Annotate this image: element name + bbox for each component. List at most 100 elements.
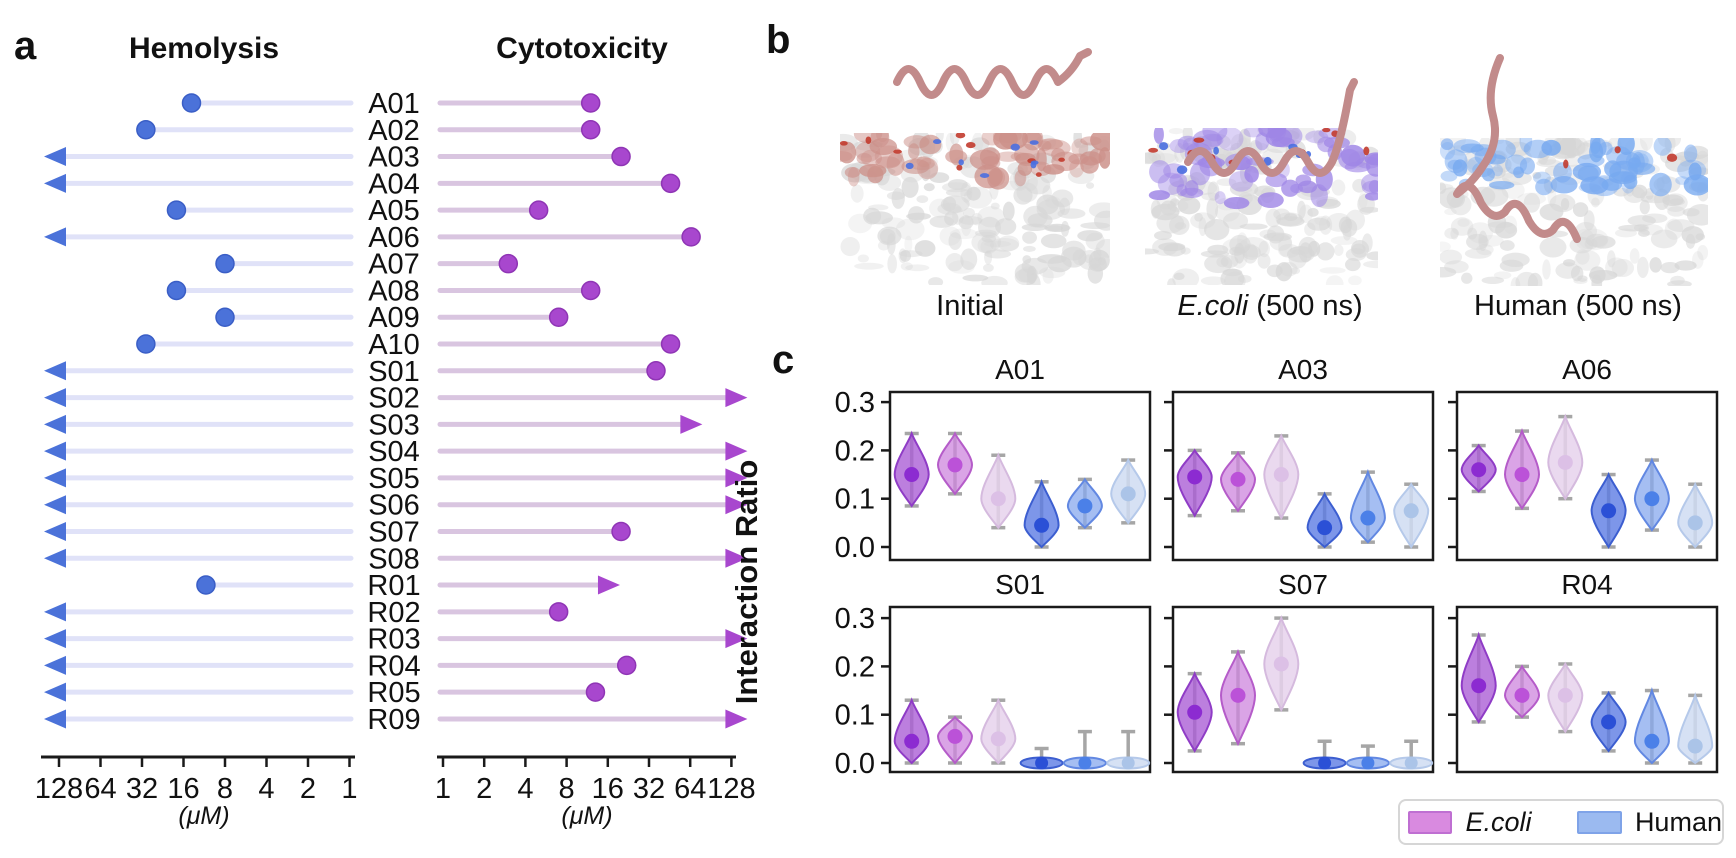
violin-median-dot: [1230, 687, 1246, 703]
tick-label: 32: [126, 773, 158, 805]
hemolysis-marker: [166, 200, 187, 220]
peptide-label: A05: [368, 195, 420, 227]
violin-median-dot: [1360, 510, 1376, 526]
violin-median-dot: [947, 728, 963, 744]
tick-label: 8: [217, 773, 233, 805]
violin-median-dot: [1187, 469, 1203, 485]
caption-text: (500 ns): [1248, 290, 1363, 322]
cytotoxicity-marker: [681, 227, 701, 247]
subplot-title: A01: [995, 354, 1045, 385]
hemolysis-marker: [215, 253, 235, 274]
violin-median-dot: [904, 467, 920, 483]
violin-median-dot: [1471, 462, 1487, 478]
cytotoxicity-censored-arrow: [725, 709, 748, 729]
legend-human-label: Human: [1634, 806, 1722, 837]
subplot-frame: [1171, 605, 1435, 774]
peptide-label: R09: [367, 704, 420, 736]
hemolysis-censored-arrow: [44, 655, 66, 675]
hemolysis-censored-arrow: [44, 521, 66, 541]
tick-label: 2: [476, 773, 492, 805]
ytick-label: 0.0: [835, 532, 875, 564]
peptide-label: S01: [368, 356, 420, 388]
violin-median-dot: [1403, 503, 1419, 519]
peptide-label: R03: [367, 624, 420, 656]
peptide-ribbon: [1453, 54, 1581, 243]
violin: [1349, 468, 1386, 544]
cytotoxicity-censored-arrow: [725, 548, 748, 568]
peptide-label: R04: [367, 650, 420, 682]
violin-median-dot: [1601, 503, 1617, 519]
subplot-title: A06: [1562, 354, 1612, 385]
cytotoxicity-censored-arrow: [725, 495, 748, 515]
hemolysis-marker: [196, 575, 216, 595]
tick-label: 16: [167, 773, 199, 805]
violin-subplot: R04: [1448, 569, 1719, 774]
hemolysis-censored-arrow: [44, 227, 66, 247]
subplot-title: A03: [1278, 354, 1328, 385]
ytick-label: 0.3: [835, 387, 875, 419]
subplot-title: R04: [1561, 569, 1612, 600]
violin-median-dot: [1034, 517, 1050, 533]
violin-median-dot: [1273, 467, 1289, 483]
panel-b-snapshots: [840, 48, 1708, 286]
violin-median-dot: [990, 731, 1006, 747]
peptide-ribbon: [893, 48, 1092, 99]
violin-median-dot: [1318, 756, 1332, 770]
membrane-render: [1145, 128, 1378, 285]
hemolysis-censored-arrow: [44, 495, 66, 515]
ytick-label: 0.2: [835, 651, 875, 683]
violin-median-dot: [1687, 738, 1703, 754]
legend: E.coli Human: [1398, 799, 1724, 845]
violin-median-dot: [904, 733, 920, 749]
cytotoxicity-marker: [548, 602, 569, 622]
hemolysis-axis-unit: (μM): [178, 802, 230, 830]
tick-label: 1: [341, 773, 357, 805]
violin-subplot: S07: [1164, 569, 1435, 774]
panel-a-label: a: [14, 24, 37, 68]
violin-median-dot: [1514, 467, 1530, 483]
hemolysis-censored-arrow: [44, 602, 66, 622]
tick-label: 64: [674, 773, 706, 805]
violin-median-dot: [1557, 687, 1573, 703]
violin: [1023, 478, 1060, 549]
hemolysis-censored-arrow: [44, 388, 66, 408]
legend-human-swatch: [1577, 810, 1622, 834]
peptide-label: A09: [368, 302, 420, 334]
tick-label: 8: [559, 773, 575, 805]
membrane-render: [1440, 138, 1708, 286]
subplot-frame: [888, 390, 1152, 562]
violin: [893, 697, 930, 765]
membrane-render: [840, 133, 1110, 285]
peptide-label: S06: [368, 490, 420, 522]
cytotoxicity-axis-unit: (μM): [561, 802, 613, 830]
tick-label: 128: [35, 773, 83, 805]
tick-label: 16: [592, 773, 624, 805]
peptide-label: A03: [368, 142, 420, 174]
hemolysis-censored-arrow: [44, 173, 66, 193]
snapshot-caption-initial: Initial: [936, 290, 1004, 323]
hemolysis-title: Hemolysis: [128, 32, 280, 65]
peptide-label: R01: [367, 570, 420, 602]
hemolysis-censored-arrow: [44, 147, 66, 167]
peptide-label: A02: [368, 115, 420, 147]
peptide-label: R02: [367, 597, 420, 629]
cytotoxicity-censored-arrow: [725, 468, 748, 488]
tick-label: 2: [300, 773, 316, 805]
hemolysis-marker: [136, 120, 156, 140]
cytotoxicity-marker: [660, 334, 681, 354]
peptide-label: S03: [368, 409, 420, 441]
peptide-label: S07: [368, 516, 420, 548]
peptide-label: A06: [368, 222, 420, 254]
subplot-title: S07: [1278, 569, 1328, 600]
violin-median-dot: [947, 457, 963, 473]
peptide-label: A10: [368, 329, 420, 361]
hemolysis-censored-arrow: [44, 629, 66, 649]
snapshot-caption-ecoli: E.coli (500 ns): [1177, 290, 1362, 323]
panel-a-lollipop: A01A02A03A04A05A06A07A08A09A10S01S02S03S…: [35, 88, 756, 805]
violin-median-dot: [1687, 515, 1703, 531]
subplot-frame: [1455, 390, 1719, 562]
panel-c-label: c: [772, 338, 795, 382]
peptide-label: S02: [368, 383, 420, 415]
